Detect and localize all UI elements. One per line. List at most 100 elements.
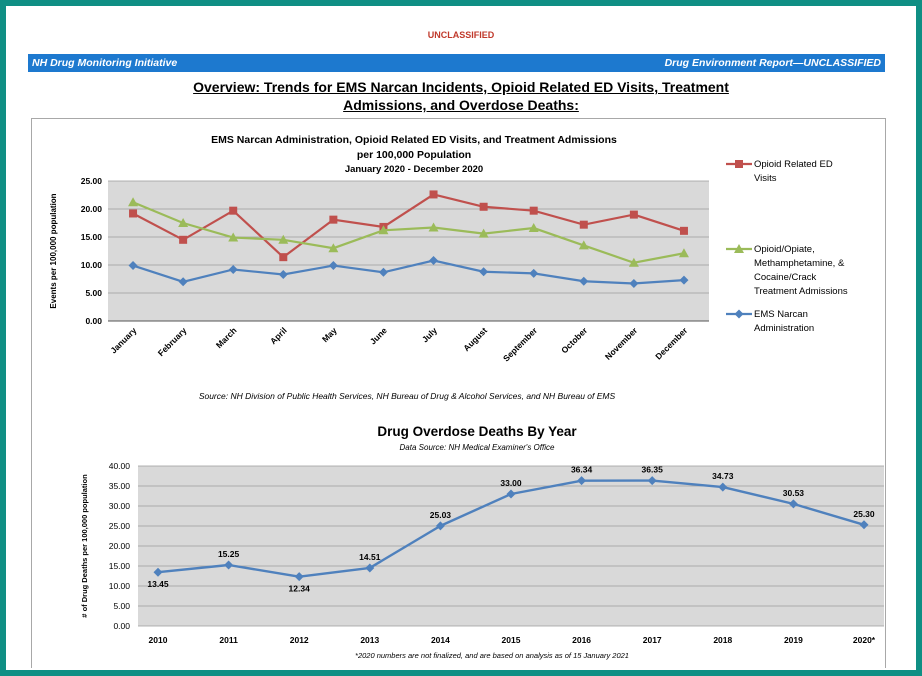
y-tick-label: 25.00 [109, 521, 131, 531]
data-point [629, 210, 638, 219]
legend-item: Opioid Related ED Visits [726, 159, 833, 184]
data-point [679, 275, 689, 285]
data-point [629, 278, 639, 288]
data-point [224, 560, 234, 570]
x-tick-label: July [420, 325, 439, 344]
x-tick-label: November [603, 325, 640, 362]
data-point [528, 223, 539, 233]
data-label: 36.35 [642, 465, 664, 475]
data-point [577, 476, 587, 486]
y-tick-label: 25.00 [81, 176, 103, 186]
data-point [579, 220, 588, 229]
data-point [678, 248, 689, 258]
series-2 [128, 256, 689, 288]
series-line [132, 201, 685, 264]
data-point [278, 234, 289, 244]
x-tick-label: 2020* [853, 635, 876, 645]
data-point [179, 235, 188, 244]
x-tick-label: December [653, 325, 690, 362]
legend-swatch-marker [734, 244, 744, 253]
data-point [579, 276, 589, 286]
data-point [478, 228, 489, 238]
data-point [479, 267, 489, 277]
x-tick-label: August [461, 325, 489, 353]
chart-footnote: *2020 numbers are not finalized, and are… [355, 651, 629, 660]
legend-label: Cocaine/Crack [754, 272, 817, 283]
data-point [278, 270, 288, 280]
legend-label: Opioid Related ED [754, 159, 833, 170]
series-line [132, 193, 685, 259]
data-label: 30.53 [783, 488, 805, 498]
x-tick-label: October [559, 325, 590, 356]
data-point [128, 261, 138, 271]
y-tick-label: 5.00 [113, 601, 130, 611]
overview-heading-line1: Overview: Trends for EMS Narcan Incident… [193, 79, 729, 95]
chart-source-note: Source: NH Division of Public Health Ser… [199, 391, 616, 401]
data-point [178, 277, 188, 287]
chart-title: Drug Overdose Deaths By Year [377, 424, 577, 439]
series-line [132, 259, 685, 285]
legend-item: EMS Narcan Administration [726, 309, 814, 334]
x-tick-label: May [320, 325, 339, 344]
data-label: 13.45 [147, 579, 169, 589]
data-label: 33.00 [500, 478, 522, 488]
data-point [328, 261, 338, 271]
x-tick-label: March [214, 325, 239, 350]
data-point [529, 268, 539, 278]
legend-item: Opioid/Opiate, Methamphetamine, & Cocaine/… [726, 244, 848, 297]
data-point [578, 240, 589, 250]
data-label: 15.25 [218, 549, 240, 559]
x-tick-label: 2014 [431, 635, 450, 645]
data-point [128, 197, 139, 207]
x-tick-label: 2019 [784, 635, 803, 645]
data-point [435, 521, 445, 531]
report-banner: NH Drug Monitoring Initiative Drug Envir… [28, 54, 885, 72]
data-point [294, 572, 304, 582]
deaths-series: 13.45 15.25 12.34 14.51 25.03 33.00 36.34 36.35… [147, 465, 875, 594]
y-axis-label: # of Drug Deaths per 100,000 population [80, 474, 89, 618]
data-point [378, 225, 389, 235]
data-label: 34.73 [712, 471, 734, 481]
data-point [279, 253, 288, 262]
classification-label: UNCLASSIFIED [427, 30, 495, 40]
legend-label: Methamphetamine, & [754, 258, 845, 269]
x-tick-label: January [108, 325, 138, 355]
overdose-deaths-chart: Drug Overdose Deaths By Year Data Source:… [80, 424, 884, 660]
x-tick-label: 2018 [713, 635, 732, 645]
series-1 [128, 197, 689, 267]
data-point [679, 226, 688, 235]
data-label: 25.03 [430, 510, 452, 520]
y-tick-label: 15.00 [109, 561, 131, 571]
x-tick-label: 2011 [219, 635, 238, 645]
data-point [628, 257, 639, 267]
legend-label: Visits [754, 173, 777, 184]
data-point [229, 206, 238, 215]
y-tick-label: 5.00 [85, 288, 102, 298]
y-tick-label: 20.00 [109, 541, 131, 551]
x-tick-label: June [368, 325, 389, 346]
legend-label: Opioid/Opiate, [754, 244, 815, 255]
data-point [529, 206, 538, 215]
data-point [788, 499, 798, 509]
data-point [129, 209, 138, 218]
data-point [153, 567, 163, 577]
data-label: 25.30 [853, 509, 875, 519]
x-tick-label: 2013 [360, 635, 379, 645]
legend-label: EMS Narcan [754, 309, 808, 320]
y-tick-label: 40.00 [109, 461, 131, 471]
legend-swatch-marker [734, 309, 744, 319]
monthly-trends-chart: EMS Narcan Administration, Opioid Relate… [49, 134, 848, 401]
banner-left-title: NH Drug Monitoring Initiative [32, 57, 178, 69]
data-label: 12.34 [289, 584, 311, 594]
data-point [329, 215, 338, 224]
data-point [365, 563, 375, 573]
overview-heading: Overview: Trends for EMS Narcan Incident… [0, 78, 922, 114]
x-tick-label: April [268, 325, 289, 346]
y-tick-label: 20.00 [81, 204, 103, 214]
chart-title-line3: January 2020 - December 2020 [345, 164, 483, 175]
data-point [718, 482, 728, 492]
monthly-trends-chart-panel: EMS Narcan Administration, Opioid Relate… [31, 118, 886, 410]
overview-heading-line2: Admissions, and Overdose Deaths: [343, 97, 579, 113]
y-tick-label: 35.00 [109, 481, 131, 491]
data-point [428, 222, 439, 232]
